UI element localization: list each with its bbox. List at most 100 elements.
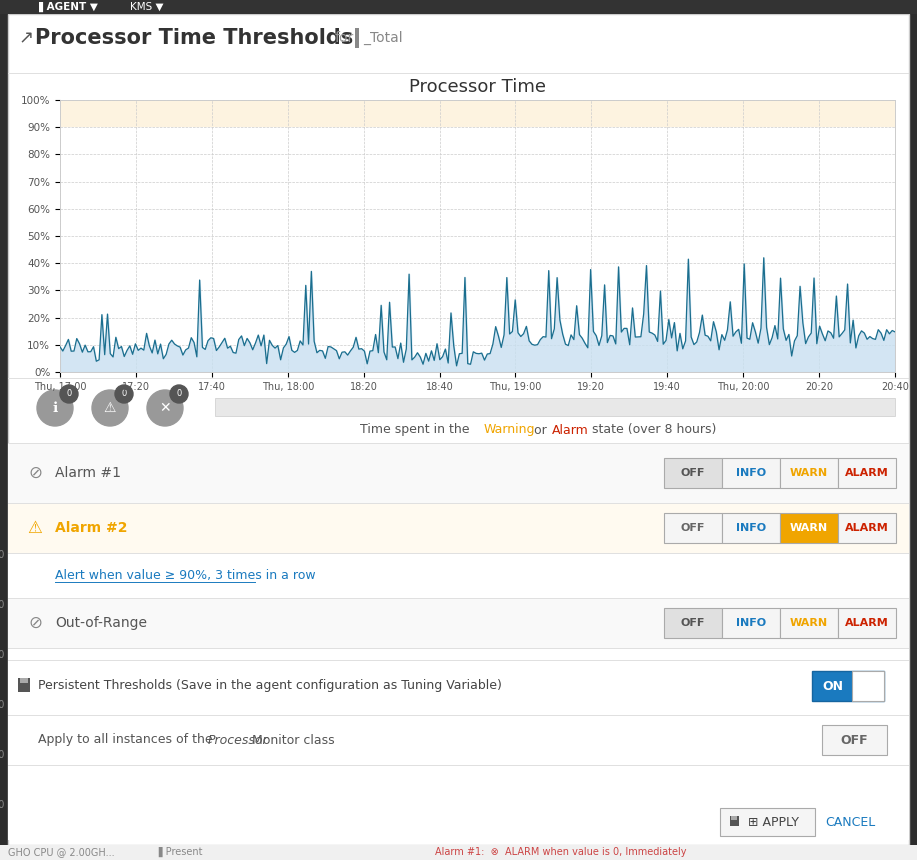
Text: ALARM: ALARM [845, 468, 889, 478]
Text: Warning: Warning [484, 423, 536, 437]
Bar [838, 608, 896, 638]
Text: INFO: INFO [736, 468, 766, 478]
Bar [0, 845, 917, 860]
Text: OFF: OFF [680, 468, 705, 478]
Text: ALARM: ALARM [845, 523, 889, 533]
Circle shape [170, 385, 188, 403]
Text: CANCEL: CANCEL [825, 815, 875, 828]
Text: 50: 50 [0, 700, 5, 710]
Bar [8, 553, 909, 554]
Bar [8, 378, 909, 379]
Text: ⊞ APPLY: ⊞ APPLY [748, 815, 799, 828]
Bar [8, 503, 909, 553]
Text: ⚠: ⚠ [28, 519, 42, 537]
Bar [8, 598, 909, 648]
Bar [355, 28, 359, 48]
Bar [722, 608, 780, 638]
Text: or: or [530, 423, 551, 437]
Text: Alarm #2: Alarm #2 [55, 521, 127, 535]
Text: ON: ON [823, 679, 844, 692]
Bar [215, 398, 895, 416]
Text: ▐ AGENT ▼: ▐ AGENT ▼ [35, 2, 98, 12]
Text: Processor: Processor [208, 734, 269, 746]
Text: WARN: WARN [790, 618, 828, 628]
Bar [780, 513, 838, 543]
Text: Persistent Thresholds (Save in the agent configuration as Tuning Variable): Persistent Thresholds (Save in the agent… [38, 679, 502, 692]
Bar [8, 73, 909, 74]
Text: ℹ: ℹ [52, 401, 58, 415]
Bar [838, 513, 896, 543]
Text: 0: 0 [66, 390, 72, 398]
Text: 50: 50 [0, 800, 5, 810]
Text: ⚠: ⚠ [104, 401, 116, 415]
Text: for: for [335, 31, 354, 45]
Bar [780, 608, 838, 638]
Text: 50: 50 [0, 750, 5, 760]
Bar [852, 671, 884, 701]
Circle shape [60, 385, 78, 403]
Bar [8, 648, 909, 649]
Text: ⊘: ⊘ [28, 464, 42, 482]
Text: 50: 50 [0, 550, 5, 560]
Text: OFF: OFF [840, 734, 867, 746]
Bar [731, 816, 737, 820]
Text: INFO: INFO [736, 618, 766, 628]
Text: Alarm #1:  ⊗  ALARM when value is 0, Immediately: Alarm #1: ⊗ ALARM when value is 0, Immed… [435, 847, 687, 857]
Text: ⊘: ⊘ [28, 614, 42, 632]
Text: KMS ▼: KMS ▼ [130, 2, 163, 12]
Text: Apply to all instances of the: Apply to all instances of the [38, 734, 216, 746]
Bar [8, 648, 909, 663]
Bar [838, 458, 896, 488]
Text: GHO CPU @ 2.00GH...: GHO CPU @ 2.00GH... [8, 847, 115, 857]
Text: OFF: OFF [680, 618, 705, 628]
Text: WARN: WARN [790, 468, 828, 478]
Bar [780, 458, 838, 488]
Text: Processor Time Thresholds: Processor Time Thresholds [35, 28, 353, 48]
Text: _Total: _Total [363, 31, 403, 45]
Bar [664, 513, 722, 543]
Bar [722, 458, 780, 488]
Circle shape [92, 390, 128, 426]
Bar [8, 443, 909, 444]
Text: Monitor class: Monitor class [248, 734, 335, 746]
Bar [8, 765, 909, 766]
Text: Out-of-Range: Out-of-Range [55, 616, 147, 630]
Circle shape [37, 390, 73, 426]
Title: Processor Time: Processor Time [409, 77, 546, 95]
Bar [8, 553, 909, 598]
Bar [20, 678, 28, 683]
Bar [8, 715, 909, 765]
Text: INFO: INFO [736, 523, 766, 533]
Bar [8, 800, 909, 840]
Text: ALARM: ALARM [845, 618, 889, 628]
Text: ✕: ✕ [160, 401, 171, 415]
Bar [8, 660, 909, 661]
Bar [0, 0, 917, 14]
Text: ↗: ↗ [18, 29, 33, 47]
Bar [8, 598, 909, 599]
Bar [822, 725, 887, 755]
Bar [8, 765, 909, 800]
Text: 0: 0 [121, 390, 127, 398]
Text: 50: 50 [0, 650, 5, 660]
Text: Alert when value ≥ 90%, 3 times in a row: Alert when value ≥ 90%, 3 times in a row [55, 568, 315, 581]
Circle shape [115, 385, 133, 403]
Text: 0: 0 [176, 390, 182, 398]
Text: Time spent in the: Time spent in the [360, 423, 473, 437]
Bar [664, 608, 722, 638]
Text: Alarm #1: Alarm #1 [55, 466, 121, 480]
Text: ▐ Present: ▐ Present [155, 847, 203, 857]
Bar [8, 443, 909, 503]
Bar [722, 513, 780, 543]
Text: 50: 50 [0, 600, 5, 610]
Bar [18, 678, 30, 692]
Bar [8, 503, 909, 504]
Bar [8, 715, 909, 716]
Bar [8, 660, 909, 715]
Text: state (over 8 hours): state (over 8 hours) [588, 423, 716, 437]
Circle shape [147, 390, 183, 426]
Bar [664, 458, 722, 488]
Text: Alarm: Alarm [552, 423, 589, 437]
Text: WARN: WARN [790, 523, 828, 533]
Bar [730, 816, 739, 826]
